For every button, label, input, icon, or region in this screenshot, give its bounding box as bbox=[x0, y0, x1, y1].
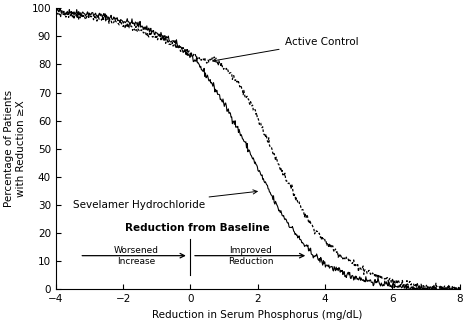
Text: Reduction from Baseline: Reduction from Baseline bbox=[125, 223, 269, 233]
Y-axis label: Percentage of Patients
with Reduction ≥X: Percentage of Patients with Reduction ≥X bbox=[4, 90, 26, 207]
Text: Sevelamer Hydrochloride: Sevelamer Hydrochloride bbox=[73, 190, 257, 210]
X-axis label: Reduction in Serum Phosphorus (mg/dL): Reduction in Serum Phosphorus (mg/dL) bbox=[153, 310, 363, 320]
Text: Active Control: Active Control bbox=[212, 37, 358, 62]
Text: Improved
Reduction: Improved Reduction bbox=[228, 246, 274, 266]
Text: Worsened
Increase: Worsened Increase bbox=[114, 246, 159, 266]
